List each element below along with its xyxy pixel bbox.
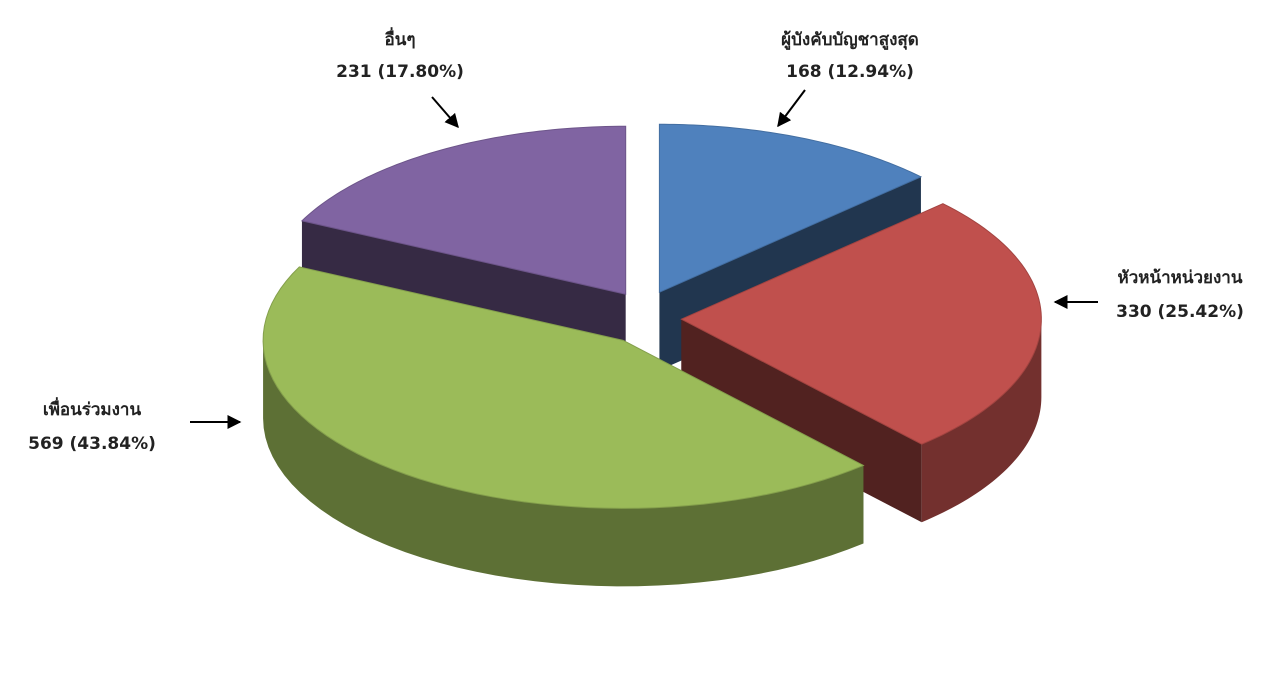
arrow (431, 96, 459, 129)
arrow (777, 89, 806, 128)
slice-top (300, 125, 627, 295)
slice-top (680, 203, 1042, 445)
value-label: 569 (43.84%) (28, 434, 156, 454)
value-label: 231 (17.80%) (336, 62, 464, 82)
slice-side (921, 319, 1042, 523)
slice-label: ผู้บังคับบัญชาสูงสุด (781, 30, 919, 51)
value-label: 168 (12.94%) (786, 62, 914, 82)
slice-top (262, 266, 865, 509)
slice-side (263, 340, 864, 587)
slice (262, 266, 865, 587)
slice-label: หัวหน้าหน่วยงาน (1118, 268, 1243, 288)
pie (262, 123, 1042, 587)
slice-label: เพื่อนร่วมงาน (43, 397, 142, 420)
slice-top (658, 123, 923, 294)
slice-label: อื่นๆ (385, 27, 416, 50)
value-label: 330 (25.42%) (1116, 302, 1244, 322)
